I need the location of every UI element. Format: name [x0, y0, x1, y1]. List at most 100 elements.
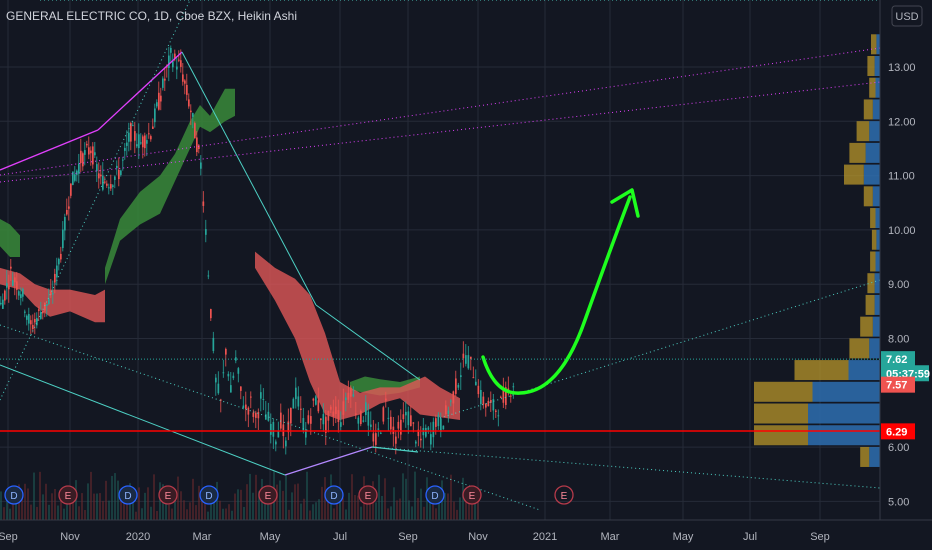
candle-body	[68, 206, 70, 209]
candle-body	[164, 78, 166, 81]
volume-bar	[219, 500, 221, 520]
candle-body	[285, 440, 287, 447]
earnings-marker[interactable]: E	[158, 485, 178, 505]
projection-arrow	[481, 195, 632, 395]
candle-body	[305, 429, 307, 438]
volume-bar	[141, 508, 143, 520]
volume-bar	[168, 504, 170, 520]
volume-bar	[453, 501, 455, 520]
earnings-marker[interactable]: E	[358, 485, 378, 505]
candle-body	[340, 422, 342, 427]
profile-bar-up	[867, 273, 875, 294]
dividend-marker[interactable]: D	[425, 485, 445, 505]
profile-bar-up	[860, 316, 873, 337]
candle-body	[457, 384, 460, 388]
candle-body	[300, 408, 302, 410]
candle-body	[42, 311, 44, 314]
volume-bar	[72, 486, 74, 520]
candle-body	[142, 136, 144, 148]
candle-body	[307, 415, 310, 424]
candle-body	[277, 431, 280, 438]
candle-body	[18, 291, 20, 296]
volume-bar	[444, 493, 446, 520]
volume-bar	[471, 491, 473, 520]
candle-body	[232, 375, 235, 379]
earnings-marker[interactable]: E	[58, 485, 78, 505]
x-tick-label: Jul	[333, 531, 347, 543]
earnings-marker[interactable]: E	[554, 485, 574, 505]
profile-bar-up	[856, 121, 870, 142]
candle-body	[407, 411, 410, 426]
dividend-marker[interactable]: D	[324, 485, 344, 505]
candle-body	[84, 150, 86, 155]
volume-bar	[411, 506, 413, 520]
candle-body	[467, 355, 470, 369]
volume-bar	[279, 480, 281, 520]
volume-bar	[336, 491, 338, 520]
currency-button[interactable]: USD	[891, 5, 923, 27]
dividend-marker[interactable]: D	[199, 485, 219, 505]
dividend-marker[interactable]: D	[118, 485, 138, 505]
candle-body	[44, 302, 46, 311]
candle-body	[357, 417, 360, 424]
volume-bar	[108, 500, 110, 520]
candle-body	[114, 176, 116, 180]
profile-bar-down	[876, 34, 880, 55]
candle-body	[495, 410, 497, 412]
candle-body	[172, 61, 174, 68]
candle-body	[505, 387, 507, 405]
candle-body	[395, 436, 397, 444]
volume-bar	[381, 495, 383, 520]
volume-bar	[297, 483, 299, 520]
volume-bar	[387, 508, 389, 520]
volume-bar	[90, 471, 92, 520]
volume-bar	[237, 489, 239, 520]
candle-body	[72, 171, 74, 185]
volume-bar	[123, 498, 125, 520]
candle-body	[110, 184, 112, 189]
x-tick-label: 2020	[126, 531, 150, 543]
volume-bar	[138, 487, 140, 520]
volume-bar	[78, 506, 80, 520]
candle-body	[262, 398, 265, 400]
candle-body	[2, 299, 4, 309]
svg-text:E: E	[469, 491, 476, 502]
candle-body	[76, 170, 78, 175]
candle-body	[255, 412, 257, 418]
volume-bar	[45, 483, 47, 520]
volume-bar	[213, 497, 215, 520]
candle-body	[198, 145, 200, 150]
support-trend-line	[439, 279, 881, 419]
candle-body	[148, 133, 150, 135]
candle-body	[385, 398, 387, 401]
trend-segment	[97, 51, 183, 131]
profile-bar-down	[875, 251, 880, 272]
candle-body	[176, 66, 178, 70]
earnings-marker[interactable]: E	[462, 485, 482, 505]
candle-body	[154, 108, 156, 123]
candle-body	[46, 303, 48, 306]
volume-bar	[360, 506, 362, 520]
volume-bar	[192, 478, 194, 520]
earnings-marker[interactable]: E	[258, 485, 278, 505]
x-tick-label: Sep	[398, 531, 418, 543]
dividend-marker[interactable]: D	[4, 485, 24, 505]
volume-bar	[27, 488, 29, 520]
candle-body	[472, 377, 475, 379]
volume-bar	[294, 484, 296, 520]
candle-body	[26, 315, 28, 320]
profile-bar-up	[863, 99, 873, 120]
candle-body	[62, 229, 64, 249]
candle-body	[60, 253, 62, 260]
volume-bar	[234, 493, 236, 520]
profile-bar-up	[754, 403, 808, 424]
candle-body	[140, 142, 142, 144]
candle-body	[405, 411, 407, 416]
volume-bar	[474, 501, 476, 520]
candle-body	[227, 373, 230, 377]
candle-body	[310, 416, 312, 424]
price-tag	[881, 423, 915, 440]
volume-bar	[312, 504, 314, 520]
